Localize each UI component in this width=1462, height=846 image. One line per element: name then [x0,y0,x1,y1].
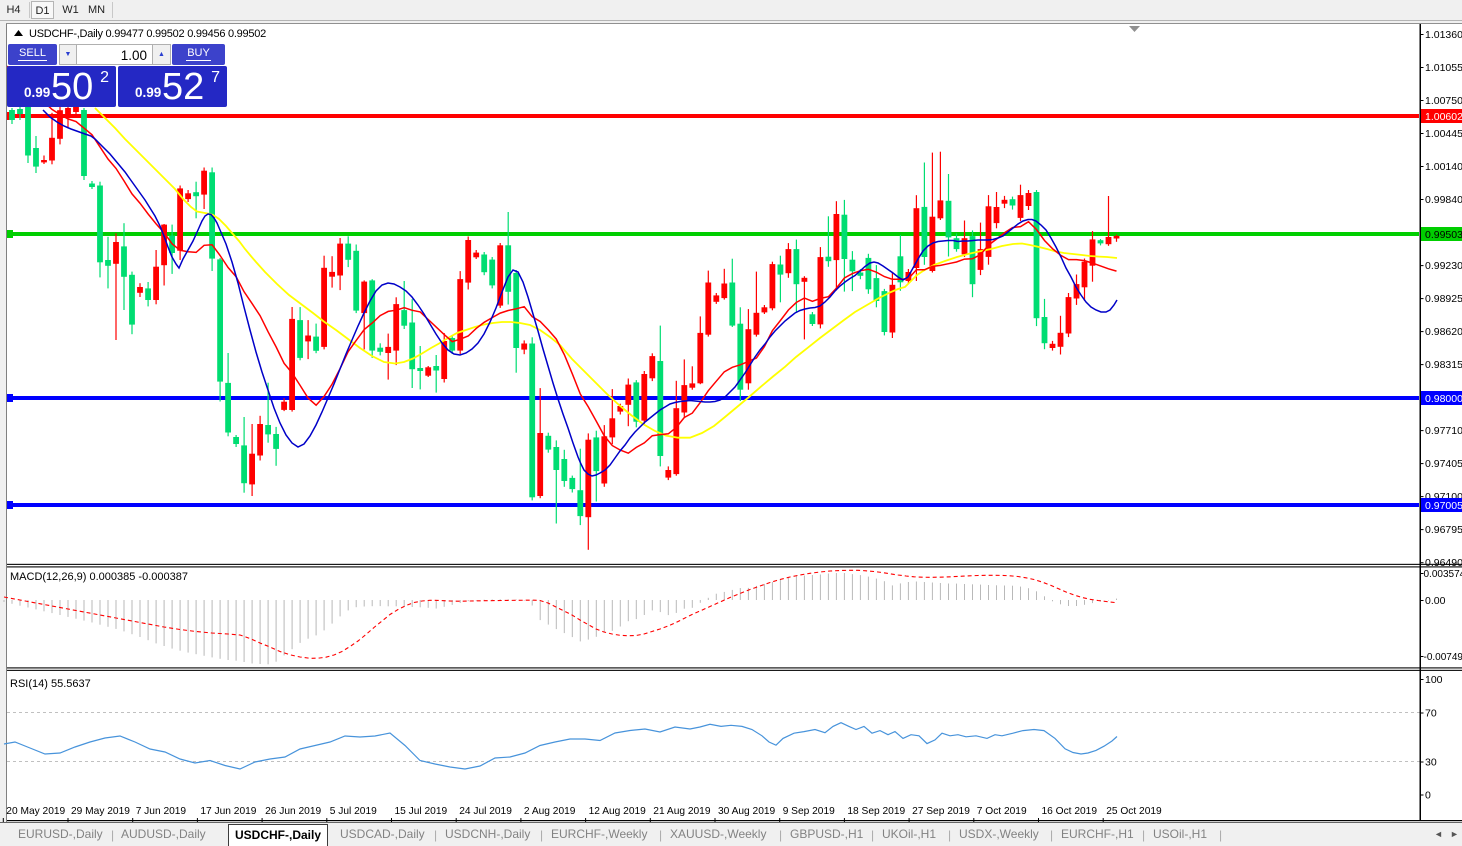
svg-text:7 Jun 2019: 7 Jun 2019 [136,806,187,817]
svg-text:MACD(12,26,9) 0.000385 -0.0003: MACD(12,26,9) 0.000385 -0.000387 [10,571,188,583]
svg-text:0.98620: 0.98620 [1425,326,1462,338]
svg-text:24 Jul 2019: 24 Jul 2019 [459,806,512,817]
svg-text:0: 0 [1425,789,1431,801]
svg-text:29 May 2019: 29 May 2019 [71,806,130,817]
svg-text:5 Jul 2019: 5 Jul 2019 [330,806,377,817]
svg-text:-0.00749: -0.00749 [1424,652,1462,663]
svg-text:0.99503: 0.99503 [1425,229,1462,241]
svg-text:18 Sep 2019: 18 Sep 2019 [847,806,905,817]
svg-text:USDCHF-,Daily 0.99477 0.99502: USDCHF-,Daily 0.99477 0.99502 0.99456 0.… [29,28,266,40]
svg-text:9 Sep 2019: 9 Sep 2019 [783,806,835,817]
svg-text:70: 70 [1425,707,1437,719]
svg-text:16 Oct 2019: 16 Oct 2019 [1042,806,1098,817]
svg-text:1.00445: 1.00445 [1425,128,1462,140]
svg-text:7 Oct 2019: 7 Oct 2019 [977,806,1027,817]
svg-text:0.97005: 0.97005 [1425,500,1462,512]
svg-text:21 Aug 2019: 21 Aug 2019 [653,806,711,817]
svg-text:15 Jul 2019: 15 Jul 2019 [395,806,448,817]
svg-text:1.00140: 1.00140 [1425,161,1462,173]
svg-text:0.98925: 0.98925 [1425,293,1462,305]
svg-text:100: 100 [1425,674,1443,686]
svg-text:0.99840: 0.99840 [1425,194,1462,206]
svg-text:0.96490: 0.96490 [1425,557,1462,569]
svg-text:27 Sep 2019: 27 Sep 2019 [912,806,970,817]
svg-text:17 Jun 2019: 17 Jun 2019 [200,806,256,817]
svg-text:25 Oct 2019: 25 Oct 2019 [1106,806,1162,817]
svg-text:26 Jun 2019: 26 Jun 2019 [265,806,321,817]
svg-text:0.96795: 0.96795 [1425,524,1462,536]
svg-text:1.00602: 1.00602 [1425,111,1462,123]
svg-text:0.003574: 0.003574 [1424,569,1462,580]
svg-text:0.97710: 0.97710 [1425,425,1462,437]
svg-text:1.01055: 1.01055 [1425,62,1462,74]
svg-text:0.97405: 0.97405 [1425,458,1462,470]
svg-text:RSI(14) 55.5637: RSI(14) 55.5637 [10,678,91,690]
svg-text:0.00: 0.00 [1425,595,1446,607]
svg-text:12 Aug 2019: 12 Aug 2019 [589,806,647,817]
svg-text:0.98000: 0.98000 [1425,393,1462,405]
svg-text:30: 30 [1425,756,1437,768]
svg-text:0.98315: 0.98315 [1425,359,1462,371]
svg-text:20 May 2019: 20 May 2019 [6,806,65,817]
svg-text:2 Aug 2019: 2 Aug 2019 [524,806,576,817]
svg-text:30 Aug 2019: 30 Aug 2019 [718,806,776,817]
svg-text:1.00750: 1.00750 [1425,95,1462,107]
svg-text:0.99230: 0.99230 [1425,260,1462,272]
svg-text:1.01360: 1.01360 [1425,29,1462,41]
